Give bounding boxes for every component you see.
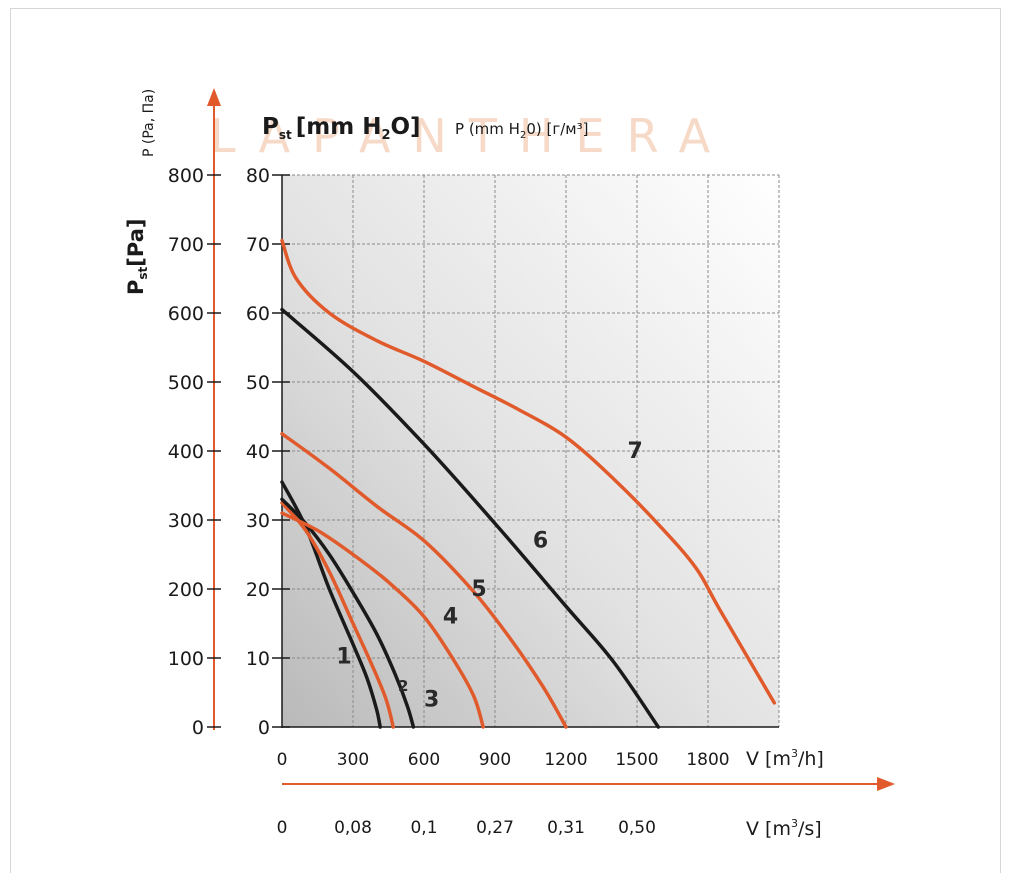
flow-tick-label-h: 1500: [615, 750, 658, 770]
mm-tick-label: 80: [246, 165, 270, 187]
mm-tick-label: 50: [246, 372, 270, 394]
tick-group: 0100200300400500600700800010203040506070…: [168, 165, 730, 838]
mm-axis-title-secondary: P (mm H20) [г/м³]: [455, 120, 588, 141]
curve-label-7: 7: [628, 439, 643, 464]
flow-tick-label-s: 0,1: [410, 818, 437, 838]
curve-label-6: 6: [533, 529, 548, 554]
curve-5: [280, 432, 568, 729]
pa-tick-label: 700: [168, 234, 204, 256]
mm-tick-label: 10: [246, 648, 270, 670]
mm-tick-label: 20: [246, 579, 270, 601]
pa-axis-title-top: P (Pa, Па): [141, 89, 157, 157]
mm-tick-label: 0: [258, 717, 270, 739]
curve-2: [280, 501, 395, 729]
flow-tick-label-h: 300: [337, 750, 369, 770]
flow-tick-label-h: 600: [408, 750, 440, 770]
pa-axis-title: Pst[Pa]: [124, 219, 150, 296]
mm-tick-label: 30: [246, 510, 270, 532]
curve-6: [280, 307, 661, 729]
pa-tick-label: 100: [168, 648, 204, 670]
flow-tick-label-s: 0,08: [334, 818, 372, 838]
mm-axis-title: Pst [mm H2O]: [262, 114, 421, 143]
flow-axis-arrow: [877, 777, 895, 791]
flow-tick-label-h: 1800: [686, 750, 729, 770]
curve-label-3: 3: [424, 687, 439, 712]
flow-tick-label-s: 0,31: [547, 818, 585, 838]
curve-7: [280, 238, 777, 705]
curve-label-1: 1: [336, 645, 351, 670]
pa-tick-label: 0: [192, 717, 204, 739]
pa-tick-label: 500: [168, 372, 204, 394]
flow-tick-label-h: 900: [479, 750, 511, 770]
flow-tick-label-s: 0,27: [476, 818, 514, 838]
pa-tick-label: 600: [168, 303, 204, 325]
chart-frame: [10, 8, 1001, 873]
curve-1: [280, 480, 382, 729]
mm-tick-label: 70: [246, 234, 270, 256]
curves: [280, 238, 777, 729]
watermark-text: LAPANTHERA: [210, 109, 732, 163]
pa-axis-arrow: [207, 88, 221, 106]
pa-tick-label: 800: [168, 165, 204, 187]
flow-tick-label-h: 0: [277, 750, 288, 770]
curve-label-5: 5: [471, 577, 486, 602]
flow-tick-label-s: 0,50: [618, 818, 656, 838]
flow-unit-s: V [m3/s]: [746, 817, 822, 840]
pa-tick-label: 400: [168, 441, 204, 463]
curve-label-2: 2: [398, 677, 408, 695]
flow-tick-label-s: 0: [277, 818, 288, 838]
pa-tick-label: 300: [168, 510, 204, 532]
curve-label-4: 4: [443, 605, 458, 630]
mm-tick-label: 40: [246, 441, 270, 463]
pa-tick-label: 200: [168, 579, 204, 601]
mm-tick-label: 60: [246, 303, 270, 325]
curve-4: [280, 511, 485, 729]
flow-tick-label-h: 1200: [544, 750, 587, 770]
flow-unit-h: V [m3/h]: [746, 747, 824, 770]
